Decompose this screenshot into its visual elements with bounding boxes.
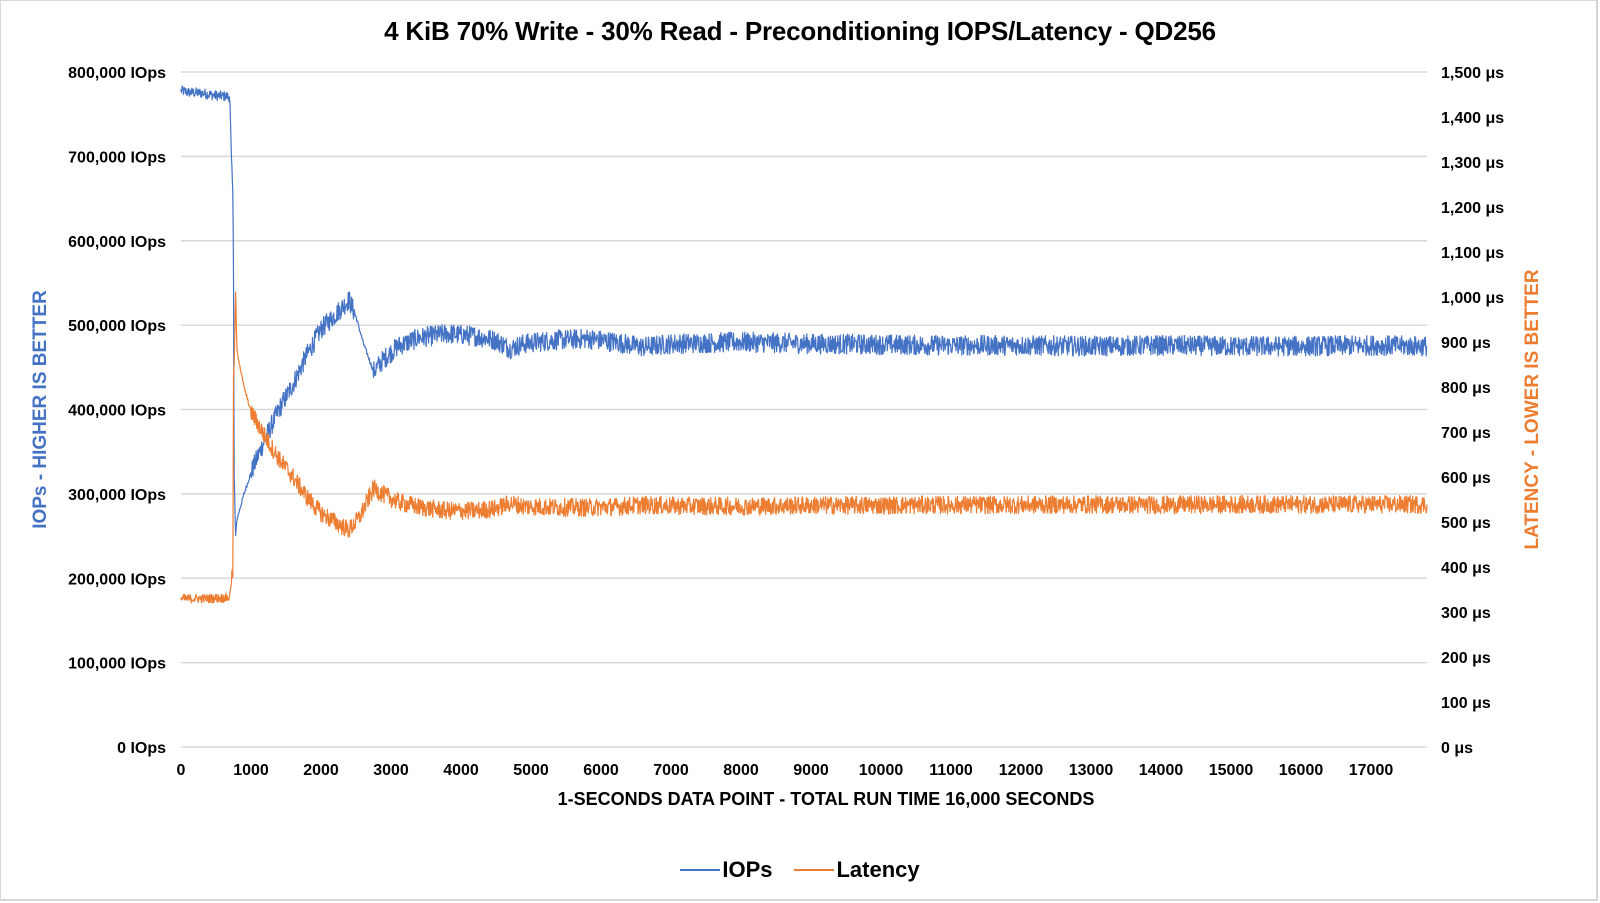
x-tick-label: 14000 <box>1139 762 1184 779</box>
y-right-tick-label: 1,200 μs <box>1441 200 1504 217</box>
x-tick-label: 4000 <box>443 762 479 779</box>
chart-title: 4 KiB 70% Write - 30% Read - Preconditio… <box>384 16 1216 46</box>
x-tick-label: 2000 <box>303 762 339 779</box>
y-left-tick-label: 700,000 IOps <box>68 149 166 166</box>
y-left-axis-label: IOPs - HIGHER IS BETTER <box>30 290 51 529</box>
x-tick-label: 3000 <box>373 762 409 779</box>
y-left-tick-label: 800,000 IOps <box>68 65 166 82</box>
y-left-tick-labels: 0 IOps 100,000 IOps 200,000 IOps 300,000 IO… <box>68 65 166 757</box>
y-right-tick-label: 1,500 μs <box>1441 65 1504 82</box>
x-tick-label: 1000 <box>233 762 269 779</box>
x-tick-label: 12000 <box>999 762 1044 779</box>
y-right-tick-label: 800 μs <box>1441 380 1491 397</box>
y-left-tick-label: 100,000 IOps <box>68 656 166 673</box>
y-right-tick-label: 500 μs <box>1441 515 1491 532</box>
legend-item-iops[interactable]: IOPs <box>680 857 772 883</box>
series-line-latency <box>180 291 1428 604</box>
y-left-tick-label: 300,000 IOps <box>68 487 166 504</box>
y-right-tick-label: 100 μs <box>1441 695 1491 712</box>
y-left-tick-label: 600,000 IOps <box>68 234 166 251</box>
y-left-tick-label: 200,000 IOps <box>68 571 166 588</box>
legend-label-latency: Latency <box>836 857 920 882</box>
y-left-tick-label: 0 IOps <box>117 740 166 757</box>
series-lines <box>180 85 1428 604</box>
gridlines <box>181 71 1427 748</box>
legend-swatch-iops <box>680 869 721 871</box>
y-right-tick-label: 400 μs <box>1441 560 1491 577</box>
y-right-tick-label: 1,400 μs <box>1441 110 1504 127</box>
x-tick-label: 9000 <box>793 762 829 779</box>
legend-swatch-latency <box>794 869 835 871</box>
x-tick-label: 17000 <box>1349 762 1394 779</box>
series-line-iops <box>180 85 1428 536</box>
x-tick-label: 10000 <box>859 762 904 779</box>
legend-label-iops: IOPs <box>722 857 773 882</box>
x-tick-label: 13000 <box>1069 762 1114 779</box>
legend: IOPs Latency <box>0 857 1600 883</box>
y-right-tick-label: 1,100 μs <box>1441 245 1504 262</box>
y-right-tick-label: 1,000 μs <box>1441 290 1504 307</box>
y-right-tick-label: 700 μs <box>1441 425 1491 442</box>
y-right-axis-label: LATENCY - LOWER IS BETTER <box>1522 269 1543 549</box>
y-right-tick-label: 0 μs <box>1441 740 1473 757</box>
x-tick-labels: 0 1000 2000 3000 4000 5000 6000 7000 8000 9000 100… <box>177 762 1394 779</box>
x-tick-label: 11000 <box>929 762 973 779</box>
x-tick-label: 8000 <box>723 762 759 779</box>
y-right-tick-label: 200 μs <box>1441 650 1491 667</box>
y-right-tick-label: 900 μs <box>1441 335 1491 352</box>
y-left-tick-label: 400,000 IOps <box>68 403 166 420</box>
y-right-tick-label: 1,300 μs <box>1441 155 1504 172</box>
x-tick-label: 6000 <box>583 762 619 779</box>
x-tick-label: 16000 <box>1279 762 1324 779</box>
y-right-tick-label: 300 μs <box>1441 605 1491 622</box>
y-right-tick-label: 600 μs <box>1441 470 1491 487</box>
x-axis-label: 1-SECONDS DATA POINT - TOTAL RUN TIME 16… <box>558 789 1095 809</box>
y-right-tick-labels: 0 μs 100 μs 200 μs 300 μs 400 μs 500 μs 600 μs… <box>1441 65 1504 757</box>
y-left-tick-label: 500,000 IOps <box>68 318 166 335</box>
x-tick-label: 0 <box>177 762 186 779</box>
x-tick-label: 5000 <box>513 762 549 779</box>
x-tick-label: 7000 <box>653 762 689 779</box>
legend-item-latency[interactable]: Latency <box>794 857 920 883</box>
x-tick-label: 15000 <box>1209 762 1254 779</box>
